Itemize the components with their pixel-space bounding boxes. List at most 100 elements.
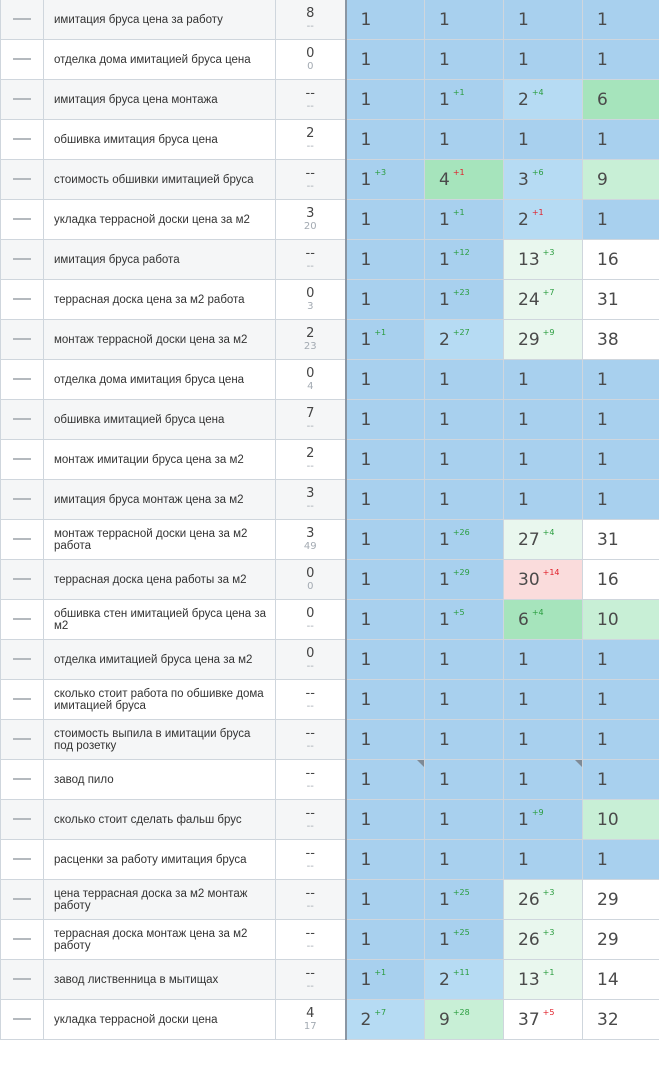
position-cell[interactable]: 6 +4	[503, 599, 583, 640]
remove-row-icon[interactable]	[13, 218, 31, 221]
position-cell[interactable]: 1	[503, 759, 583, 800]
remove-row-icon[interactable]	[13, 938, 31, 941]
position-cell[interactable]: 1 +26	[424, 519, 504, 560]
position-cell[interactable]: 1	[344, 279, 425, 320]
position-cell[interactable]: 1 +1	[344, 959, 425, 1000]
position-cell[interactable]: 1 +29	[424, 559, 504, 600]
position-cell[interactable]: 1	[344, 639, 425, 680]
note-corner-icon[interactable]	[575, 760, 582, 767]
remove-row-icon[interactable]	[13, 898, 31, 901]
position-cell[interactable]: 29	[582, 879, 659, 920]
remove-row-icon[interactable]	[13, 858, 31, 861]
position-cell[interactable]: 9	[582, 159, 659, 200]
position-cell[interactable]: 32	[582, 999, 659, 1040]
position-cell[interactable]: 13 +1	[503, 959, 583, 1000]
remove-row-icon[interactable]	[13, 418, 31, 421]
position-cell[interactable]: 1	[424, 839, 504, 880]
position-cell[interactable]: 29	[582, 919, 659, 960]
position-cell[interactable]: 1	[424, 479, 504, 520]
position-cell[interactable]: 2 +11	[424, 959, 504, 1000]
remove-row-icon[interactable]	[13, 738, 31, 741]
remove-row-icon[interactable]	[13, 178, 31, 181]
remove-row-icon[interactable]	[13, 538, 31, 541]
position-cell[interactable]: 1	[424, 119, 504, 160]
position-cell[interactable]: 26 +3	[503, 879, 583, 920]
position-cell[interactable]: 27 +4	[503, 519, 583, 560]
position-cell[interactable]: 1 +1	[424, 79, 504, 120]
position-cell[interactable]: 1	[344, 359, 425, 400]
position-cell[interactable]: 1	[344, 799, 425, 840]
position-cell[interactable]: 1	[344, 519, 425, 560]
remove-row-icon[interactable]	[13, 258, 31, 261]
position-cell[interactable]: 1	[582, 479, 659, 520]
remove-row-icon[interactable]	[13, 18, 31, 21]
position-cell[interactable]: 1	[344, 399, 425, 440]
remove-row-icon[interactable]	[13, 618, 31, 621]
note-corner-icon[interactable]	[417, 760, 424, 767]
position-cell[interactable]: 31	[582, 279, 659, 320]
position-cell[interactable]: 31	[582, 519, 659, 560]
position-cell[interactable]: 1	[344, 559, 425, 600]
remove-row-icon[interactable]	[13, 658, 31, 661]
position-cell[interactable]: 3 +6	[503, 159, 583, 200]
position-cell[interactable]: 10	[582, 799, 659, 840]
position-cell[interactable]: 1 +25	[424, 879, 504, 920]
position-cell[interactable]: 1	[424, 0, 504, 40]
remove-row-icon[interactable]	[13, 458, 31, 461]
remove-row-icon[interactable]	[13, 818, 31, 821]
position-cell[interactable]: 1	[503, 479, 583, 520]
position-cell[interactable]: 1 +12	[424, 239, 504, 280]
remove-row-icon[interactable]	[13, 378, 31, 381]
position-cell[interactable]: 1 +23	[424, 279, 504, 320]
position-cell[interactable]: 1	[503, 399, 583, 440]
position-cell[interactable]: 1 +1	[424, 199, 504, 240]
position-cell[interactable]: 1	[582, 199, 659, 240]
position-cell[interactable]: 16	[582, 559, 659, 600]
position-cell[interactable]: 1	[344, 439, 425, 480]
position-cell[interactable]: 1	[582, 359, 659, 400]
position-cell[interactable]: 1	[503, 439, 583, 480]
remove-row-icon[interactable]	[13, 138, 31, 141]
position-cell[interactable]: 1 +9	[503, 799, 583, 840]
position-cell[interactable]: 1 +25	[424, 919, 504, 960]
position-cell[interactable]: 29 +9	[503, 319, 583, 360]
position-cell[interactable]: 1	[582, 0, 659, 40]
position-cell[interactable]: 1	[503, 839, 583, 880]
position-cell[interactable]: 13 +3	[503, 239, 583, 280]
position-cell[interactable]: 30 +14	[503, 559, 583, 600]
position-cell[interactable]: 1	[344, 599, 425, 640]
position-cell[interactable]: 24 +7	[503, 279, 583, 320]
remove-row-icon[interactable]	[13, 698, 31, 701]
position-cell[interactable]: 1	[344, 79, 425, 120]
position-cell[interactable]: 1	[503, 359, 583, 400]
position-cell[interactable]: 1	[424, 679, 504, 720]
position-cell[interactable]: 10	[582, 599, 659, 640]
remove-row-icon[interactable]	[13, 498, 31, 501]
position-cell[interactable]: 1	[344, 919, 425, 960]
position-cell[interactable]: 1	[582, 759, 659, 800]
position-cell[interactable]: 16	[582, 239, 659, 280]
position-cell[interactable]: 1	[344, 479, 425, 520]
remove-row-icon[interactable]	[13, 778, 31, 781]
position-cell[interactable]: 1	[582, 839, 659, 880]
position-cell[interactable]: 4 +1	[424, 159, 504, 200]
position-cell[interactable]: 1	[582, 719, 659, 760]
position-cell[interactable]: 1 +5	[424, 599, 504, 640]
position-cell[interactable]: 9 +28	[424, 999, 504, 1040]
position-cell[interactable]: 1	[503, 119, 583, 160]
position-cell[interactable]: 1	[424, 799, 504, 840]
position-cell[interactable]: 2 +7	[344, 999, 425, 1040]
position-cell[interactable]: 1	[424, 719, 504, 760]
position-cell[interactable]: 1	[503, 639, 583, 680]
position-cell[interactable]: 1	[424, 759, 504, 800]
position-cell[interactable]: 1	[582, 679, 659, 720]
position-cell[interactable]: 1	[582, 399, 659, 440]
position-cell[interactable]: 6	[582, 79, 659, 120]
position-cell[interactable]: 1	[344, 839, 425, 880]
position-cell[interactable]: 1	[582, 39, 659, 80]
remove-row-icon[interactable]	[13, 978, 31, 981]
remove-row-icon[interactable]	[13, 578, 31, 581]
position-cell[interactable]: 1	[344, 0, 425, 40]
remove-row-icon[interactable]	[13, 1018, 31, 1021]
position-cell[interactable]: 1 +1	[344, 319, 425, 360]
